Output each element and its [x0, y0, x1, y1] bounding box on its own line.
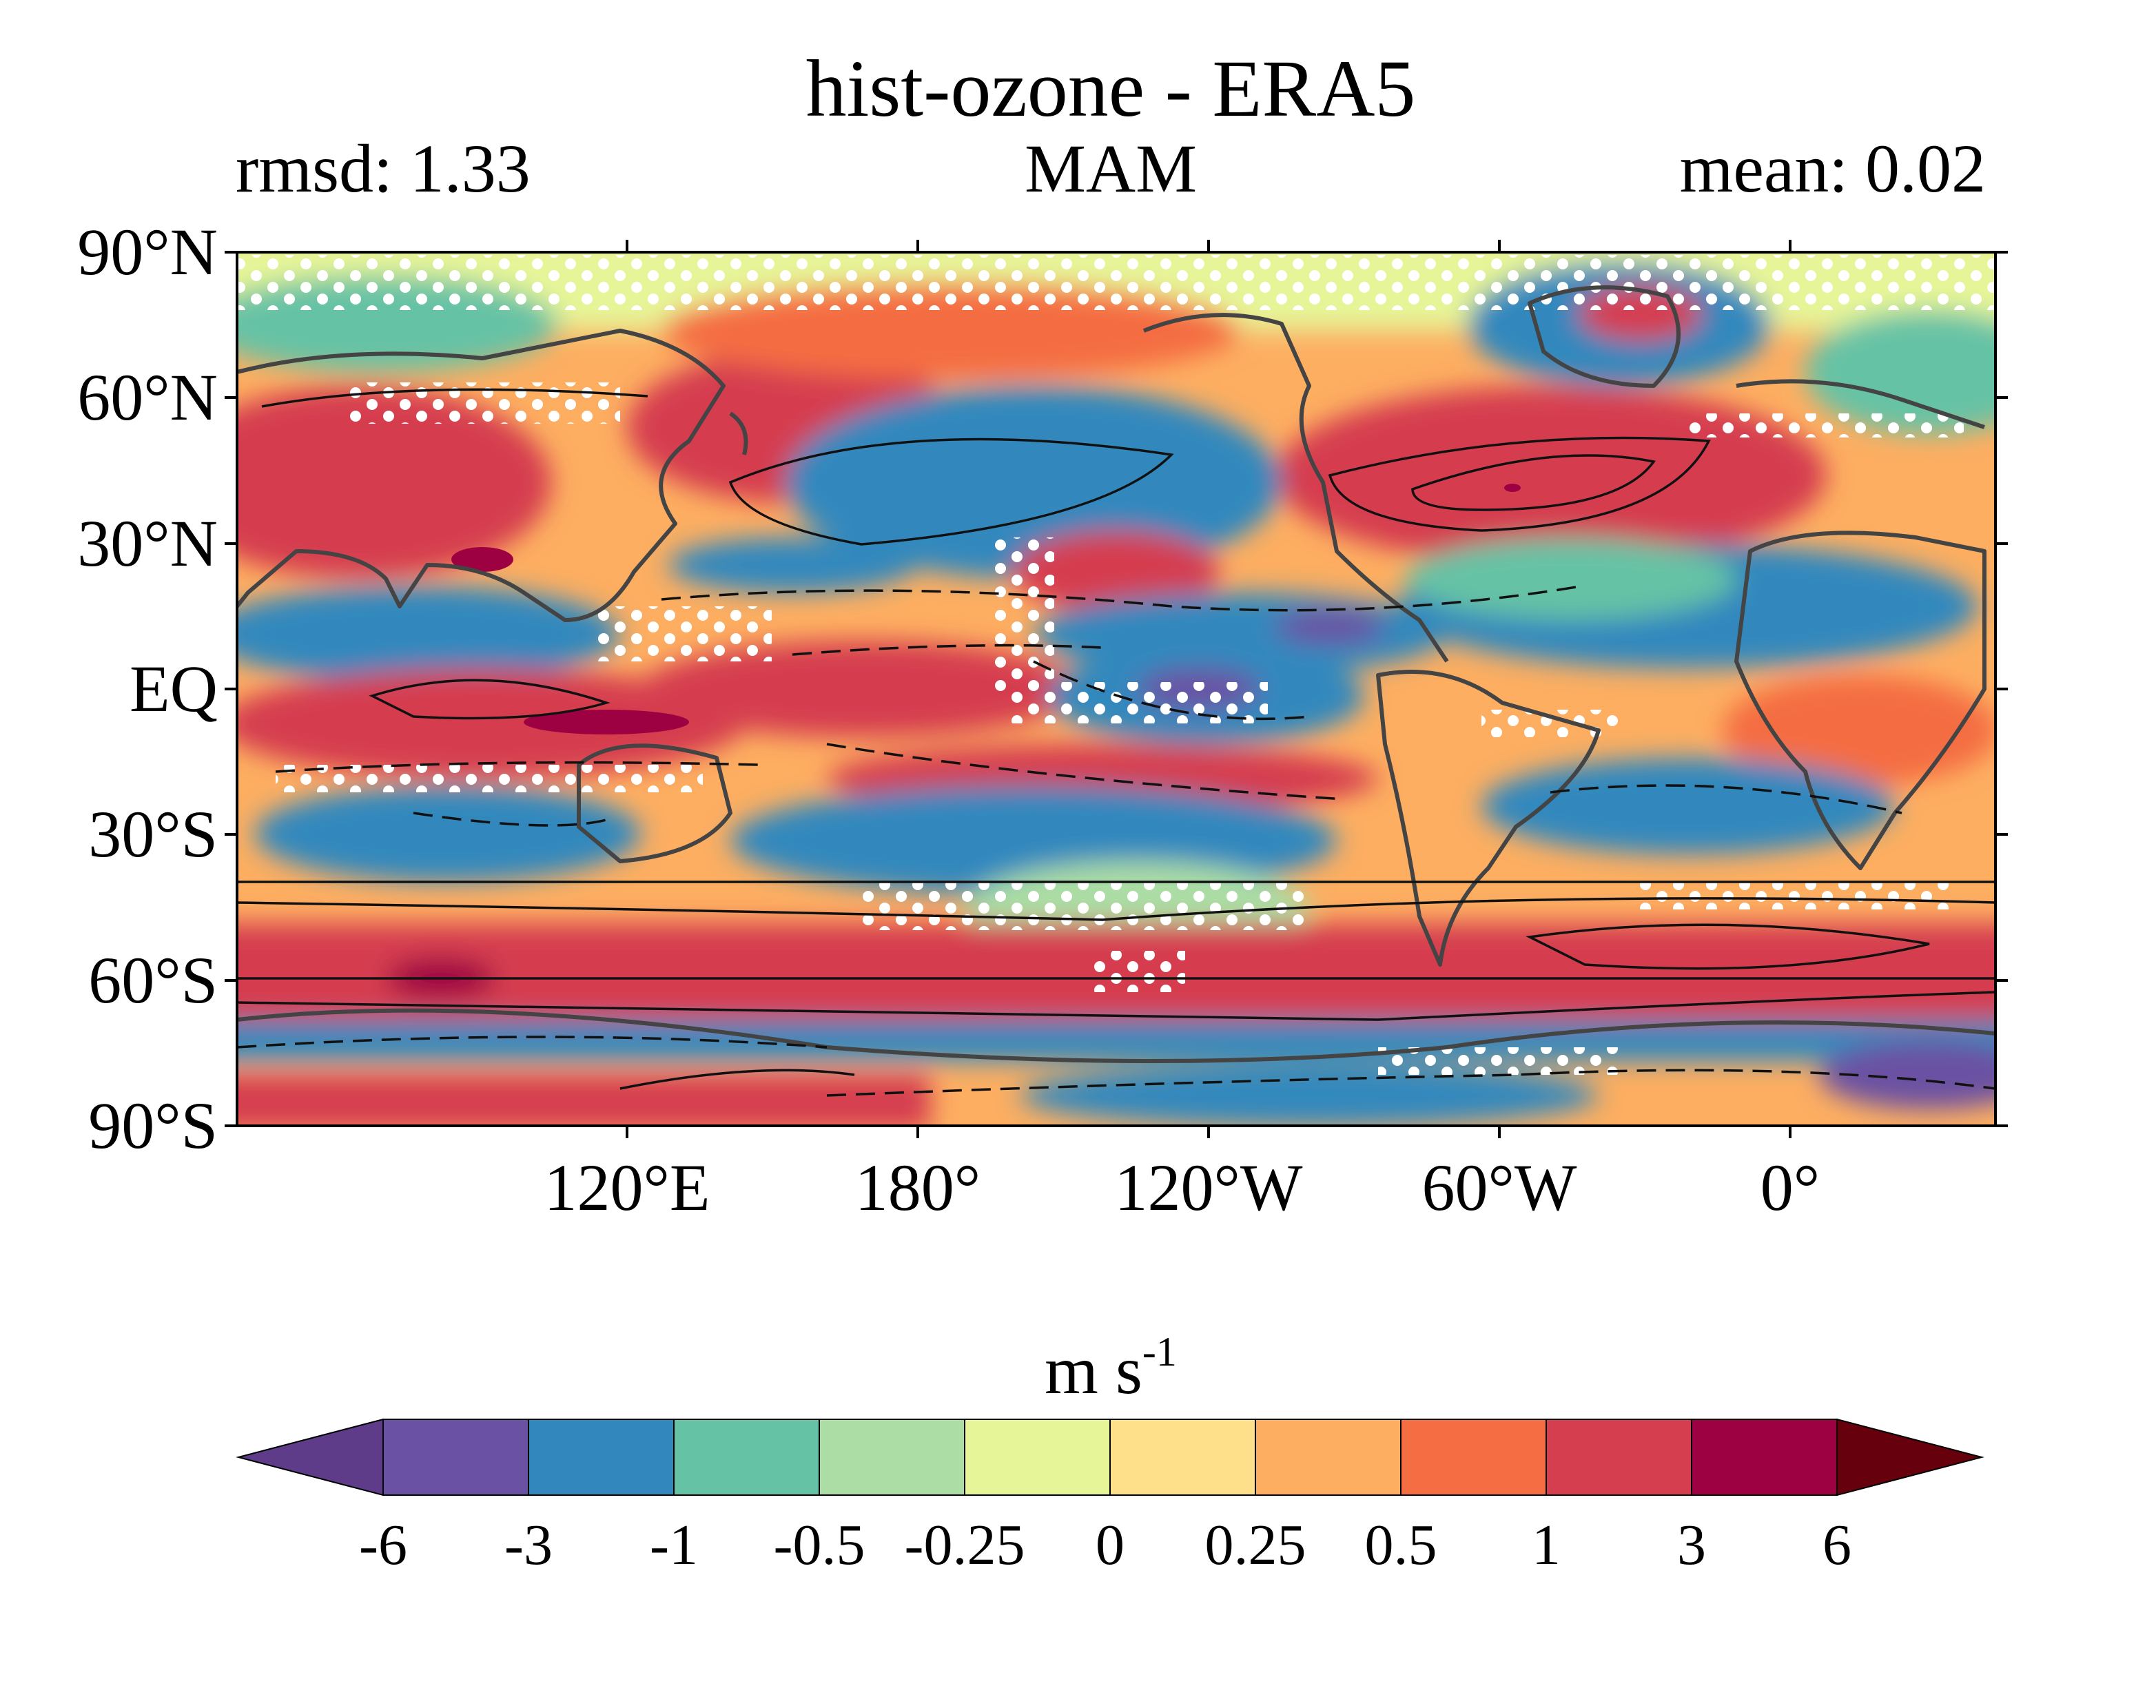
colorbar-bin: [673, 1419, 820, 1496]
stippling: [237, 255, 1995, 1075]
map-title: hist-ozone - ERA5: [806, 43, 1416, 134]
colorbar-tick-label: 6: [1823, 1513, 1851, 1577]
colorbar-tick-label: 3: [1677, 1513, 1706, 1577]
colorbar-tick-label: 0.25: [1205, 1513, 1306, 1577]
lat-label-30n: 30°N: [77, 506, 218, 580]
coastlines: [237, 285, 1995, 1063]
colorbar-extend-high: [1836, 1418, 1984, 1496]
colorbar-labels: -6 -3 -1 -0.5 -0.25 0 0.25 0.5 1 3 6: [359, 1513, 1851, 1577]
lat-label-60s: 60°S: [88, 943, 218, 1017]
lon-label-120e: 120°E: [544, 1151, 710, 1224]
colorbar-bin: [819, 1419, 965, 1496]
mean-label: mean: 0.02: [1680, 130, 1986, 207]
lat-label-90n: 90°N: [77, 215, 218, 289]
colorbar-bin: [382, 1419, 529, 1496]
lon-label-0: 0°: [1760, 1151, 1820, 1224]
contours-solid: [237, 388, 1995, 1090]
lat-tick-labels: 90°N 60°N 30°N EQ 30°S 60°S 90°S: [77, 215, 218, 1162]
lon-label-120w: 120°W: [1115, 1151, 1303, 1224]
colorbar-tick-label: -1: [650, 1513, 698, 1577]
colorbar: [236, 1418, 1984, 1496]
season-label: MAM: [1025, 130, 1197, 207]
colorbar-bin: [1546, 1419, 1692, 1496]
colorbar-tick-label: -0.5: [774, 1513, 865, 1577]
lon-tick-labels: 120°E 180° 120°W 60°W 0°: [544, 1151, 1820, 1224]
lat-label-30s: 30°S: [88, 797, 218, 871]
colorbar-tick-label: 1: [1532, 1513, 1561, 1577]
colorbar-tick-label: 0.5: [1365, 1513, 1437, 1577]
lon-label-60w: 60°W: [1422, 1151, 1577, 1224]
lat-label-60n: 60°N: [77, 360, 218, 434]
lon-label-180: 180°: [855, 1151, 981, 1224]
colorbar-tick-label: -6: [359, 1513, 407, 1577]
lat-label-eq: EQ: [130, 652, 218, 726]
colorbar-bin: [528, 1419, 675, 1496]
rmsd-label: rmsd: 1.33: [236, 130, 531, 207]
colorbar-bin: [1400, 1419, 1547, 1496]
contours-dashed: [237, 584, 1995, 1097]
colorbar-unit: m s-1: [1045, 1329, 1177, 1408]
colorbar-bin: [1255, 1419, 1402, 1496]
colorbar-bin: [1109, 1419, 1256, 1496]
axis-ticks: [225, 240, 2008, 1138]
colorbar-tick-label: -0.25: [905, 1513, 1025, 1577]
map-field: [237, 252, 1995, 1126]
colorbar-tick-label: 0: [1096, 1513, 1125, 1577]
colorbar-bin: [964, 1419, 1111, 1496]
colorbar-tick-label: -3: [504, 1513, 553, 1577]
lat-label-90s: 90°S: [88, 1089, 218, 1162]
colorbar-extend-low: [236, 1418, 384, 1496]
colorbar-bin: [1691, 1419, 1838, 1496]
